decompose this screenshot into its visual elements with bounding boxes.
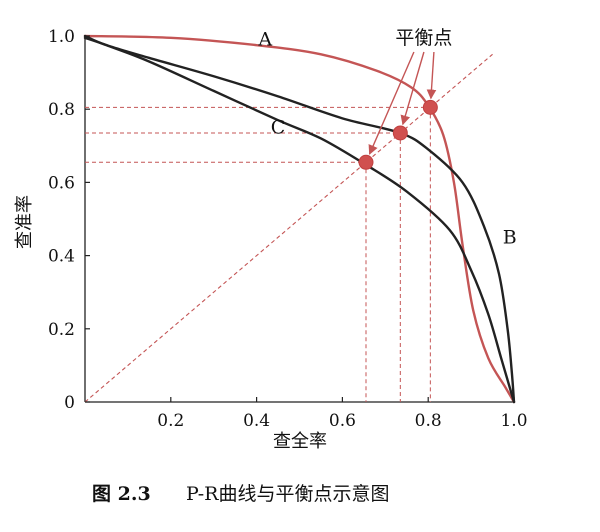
x-axis-label: 查全率 (273, 431, 327, 452)
y-tick-label: 0.8 (48, 100, 75, 120)
x-tick-label: 0.4 (243, 411, 270, 431)
annotation-arrow (400, 51, 425, 126)
x-tick-label: 0.8 (415, 411, 442, 431)
series-label-b: B (503, 226, 517, 248)
y-axis-label: 查准率 (14, 195, 35, 249)
y-tick-label: 0.2 (48, 320, 75, 340)
caption-number: 图 2.3 (92, 483, 151, 505)
y-tick-label: 0.6 (48, 173, 75, 193)
caption-text: P-R曲线与平衡点示意图 (186, 483, 389, 505)
break-even-point (392, 125, 408, 141)
annotation-arrow (426, 51, 437, 100)
y-tick-label: 0.4 (48, 247, 75, 267)
curve-layer (83, 34, 516, 404)
curve-c (83, 36, 516, 404)
annotation-layer: 平衡点 (368, 27, 452, 155)
y-tick-label: 0 (64, 393, 75, 413)
x-tick-label: 0.6 (329, 411, 356, 431)
series-label-layer: A B C (257, 29, 516, 249)
break-even-point (358, 154, 374, 170)
break-even-point (422, 99, 438, 115)
series-label-c: C (271, 117, 286, 139)
tick-layer: 0.2 0.4 0.6 0.8 1.0 0 0.2 0.4 0.6 0.8 1.0 (48, 27, 528, 431)
break-even-reference-line (84, 53, 493, 403)
x-tick-label: 0.2 (157, 411, 184, 431)
x-tick-label: 1.0 (500, 411, 527, 431)
axes (84, 36, 514, 403)
figure-caption: 图 2.3 P-R曲线与平衡点示意图 (92, 483, 389, 505)
reference-layer (84, 53, 493, 403)
series-label-a: A (257, 29, 272, 51)
curve-b (83, 34, 516, 404)
y-tick-label: 1.0 (48, 27, 75, 47)
break-even-annotation: 平衡点 (395, 27, 452, 49)
annotation-arrow (368, 51, 415, 155)
